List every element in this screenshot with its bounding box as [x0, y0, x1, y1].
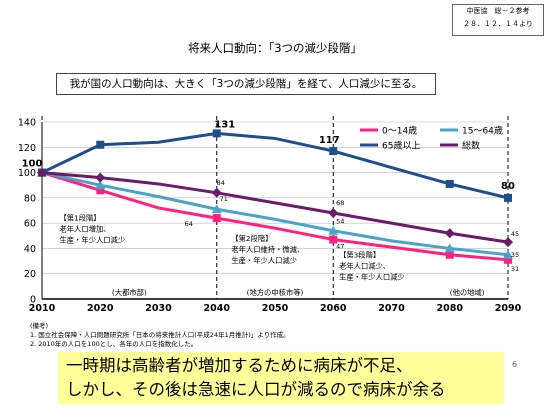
stage-annotation: 【第1段階】老年人口増加、生産・年少人口減少 (大都市部) — [59, 214, 146, 298]
x-tick-label: 2070 — [378, 303, 405, 314]
y-tick-label: 20 — [24, 269, 36, 280]
stage-region: (地方の中核市等) — [247, 288, 304, 297]
series-line — [41, 171, 509, 244]
stage-text: 老年人口維持・微減、 — [231, 245, 304, 254]
series-line — [41, 171, 509, 257]
source-line-2: ２８．１２．１４より — [463, 20, 533, 28]
legend: 0～14歳 15～64歳 65歳以上 総数 — [360, 125, 503, 152]
data-point — [211, 187, 222, 198]
data-point — [504, 193, 512, 202]
callout-box: 一時期は高齢者が増加するために病床が不足、 しかし、その後は急速に人口が減るので… — [58, 352, 504, 404]
stage-region: (他の地域) — [450, 288, 485, 297]
value-label: 64 — [185, 220, 193, 228]
page-title: 将来人口動向：「3つの減少段階」 — [187, 41, 363, 55]
y-tick-label: 40 — [24, 244, 36, 255]
x-tick-label: 2030 — [145, 303, 172, 314]
stage-annotation: 【第2段階】老年人口維持・微減、生産・年少人口減少 (地方の中核市等) — [231, 234, 304, 297]
stage-text: 老年人口増加、 — [59, 225, 110, 234]
data-point — [504, 255, 512, 264]
value-label: 131 — [214, 119, 235, 130]
data-point — [212, 214, 221, 223]
y-tick-label: 0 — [30, 295, 36, 306]
data-point — [445, 250, 454, 259]
data-point — [37, 167, 47, 178]
legend-label: 65歳以上 — [382, 140, 420, 152]
x-tick-label: 2060 — [320, 303, 347, 314]
summary-box: 我が国の人口動向は、大きく「3つの減少段階」を経て、人口減少に至る。 — [56, 73, 436, 95]
data-point — [444, 243, 455, 253]
x-tick-label: 2040 — [204, 303, 231, 314]
stage-text: 【第3段階】 — [339, 250, 380, 259]
legend-label: 0～14歳 — [382, 125, 417, 137]
stage-region: (大都市部) — [112, 288, 147, 297]
x-tick-label: 2080 — [437, 303, 464, 314]
value-label: 84 — [217, 179, 225, 187]
source-line-1: 中医協 総－２参考 — [466, 7, 530, 15]
data-point — [95, 180, 106, 190]
note-2: 2. 2010年の人口を100とし、各年の人口を指数化した。 — [30, 340, 198, 348]
data-point — [212, 129, 221, 138]
y-tick-label: 120 — [18, 143, 36, 154]
y-tick-label: 140 — [18, 118, 36, 129]
stage-text: 【第1段階】 — [59, 214, 100, 223]
data-point — [503, 249, 513, 259]
value-label: 100 — [22, 159, 43, 170]
notes: (備考) 1. 国立社会保障・人口問題研究所「日本の将来推計人口(平成24年1月… — [30, 322, 290, 349]
note-1: 1. 国立社会保障・人口問題研究所「日本の将来推計人口(平成24年1月推計)」よ… — [30, 331, 290, 339]
value-label: 31 — [511, 265, 519, 273]
stage-text: 【第2段階】 — [231, 234, 272, 243]
x-tick-label: 2090 — [495, 303, 522, 314]
data-point — [328, 225, 339, 235]
stage-text: 生産・年少人口減少 — [339, 272, 405, 281]
page-number: 6 — [512, 360, 518, 369]
data-point — [329, 147, 338, 156]
y-tick-label: 80 — [24, 193, 36, 204]
data-point — [95, 172, 106, 183]
legend-label: 15～64歳 — [462, 125, 503, 137]
stage-text: 生産・年少人口減少 — [59, 236, 125, 245]
series-line — [41, 171, 509, 262]
value-label: 68 — [336, 199, 344, 207]
x-tick-label: 2010 — [29, 303, 56, 314]
data-point — [211, 204, 222, 214]
y-tick-label: 60 — [24, 219, 36, 230]
data-point — [96, 186, 105, 195]
x-tick-label: 2050 — [262, 303, 289, 314]
data-point — [328, 208, 339, 219]
data-point — [444, 228, 455, 239]
value-label: 71 — [220, 195, 228, 203]
value-label: 47 — [336, 243, 344, 251]
data-point — [96, 140, 105, 149]
series-line — [41, 131, 509, 200]
value-label: 117 — [319, 135, 340, 146]
callout-line-2: しかし、その後は急速に人口が減るので病床が余る — [66, 380, 446, 399]
value-label: 80 — [501, 181, 515, 192]
data-point — [445, 179, 454, 188]
stage-annotation: 【第3段階】老年人口減少、生産・年少人口減少 (他の地域) — [339, 250, 485, 297]
value-label: 54 — [336, 218, 344, 226]
value-label: 35 — [511, 251, 519, 259]
data-point — [503, 237, 513, 248]
stage-text: 老年人口減少、 — [339, 261, 390, 270]
stage-text: 生産・年少人口減少 — [231, 256, 297, 265]
notes-heading: (備考) — [30, 322, 49, 330]
legend-label: 総数 — [462, 140, 480, 152]
data-point — [329, 235, 338, 244]
value-label: 45 — [511, 230, 519, 238]
source-reference-box: 中医協 総－２参考 ２８．１２．１４より — [452, 4, 544, 36]
x-tick-label: 2020 — [87, 303, 114, 314]
y-tick-label: 100 — [18, 168, 36, 179]
callout-line-1: 一時期は高齢者が増加するために病床が不足、 — [66, 356, 413, 375]
